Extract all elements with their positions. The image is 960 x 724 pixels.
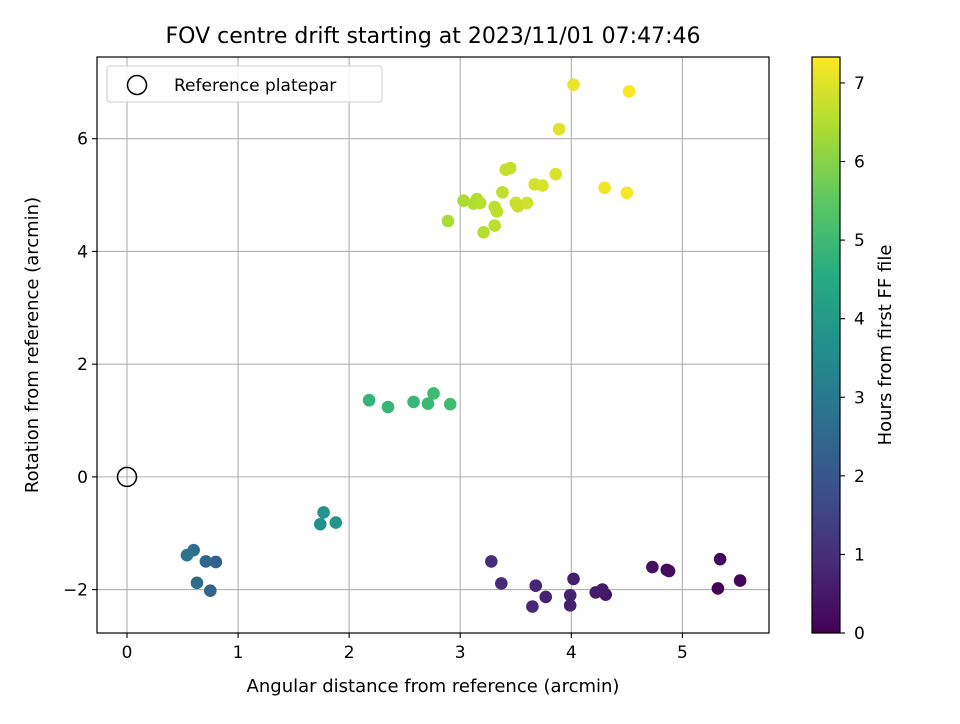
colorbar-tick-label: 4 <box>854 310 865 330</box>
data-point <box>490 205 504 218</box>
x-tick-label: 3 <box>455 643 466 663</box>
data-point <box>421 397 435 410</box>
data-points <box>116 78 747 613</box>
y-tick-label: 2 <box>77 355 88 375</box>
data-point <box>180 548 194 562</box>
data-point <box>381 400 395 414</box>
data-point <box>427 387 440 400</box>
data-point <box>520 196 534 210</box>
data-point <box>539 590 553 604</box>
data-point <box>589 586 603 599</box>
colorbar-tick-label: 5 <box>854 231 865 251</box>
colorbar-tick-label: 7 <box>854 74 865 94</box>
plot-axes: 0 1 2 3 4 5 −2 0 2 4 6 <box>63 56 770 663</box>
colorbar-label: Hours from first FF file <box>875 245 896 446</box>
colorbar-tick-label: 2 <box>854 467 865 487</box>
legend-box <box>106 65 383 103</box>
legend: Reference platepar <box>106 65 383 103</box>
colorbar-tick-label: 1 <box>854 545 865 565</box>
colorbar-gradient <box>811 56 841 634</box>
colorbar-tick-label: 6 <box>854 153 865 173</box>
colorbar: 0 1 2 3 4 5 6 7 <box>811 56 865 644</box>
reference-platepar-marker <box>116 466 138 488</box>
data-point <box>407 395 420 409</box>
data-point <box>488 219 501 232</box>
x-tick-label: 5 <box>677 643 688 663</box>
data-point <box>620 186 634 200</box>
data-point <box>329 516 343 529</box>
data-point <box>317 506 330 519</box>
chart-title: FOV centre drift starting at 2023/11/01 … <box>166 24 701 49</box>
data-point <box>526 600 539 613</box>
y-tick-label: 0 <box>77 468 88 488</box>
data-point <box>457 194 470 208</box>
data-point <box>711 582 725 595</box>
data-point <box>209 555 223 569</box>
data-point <box>496 185 509 199</box>
data-point <box>549 167 563 181</box>
legend-label: Reference platepar <box>174 76 336 96</box>
x-tick-label: 0 <box>122 643 133 663</box>
y-tick-label: 6 <box>77 130 88 150</box>
data-point <box>190 576 204 590</box>
data-point <box>567 572 580 586</box>
data-point <box>477 225 490 239</box>
data-point <box>536 179 549 192</box>
data-point <box>203 584 217 598</box>
data-point <box>622 85 636 98</box>
colorbar-tick-label: 0 <box>854 624 865 644</box>
data-point <box>199 555 213 568</box>
x-tick-label: 1 <box>233 643 244 663</box>
data-point <box>563 599 577 612</box>
data-point <box>713 552 727 566</box>
x-tick-label: 4 <box>566 643 577 663</box>
plot-frame <box>96 56 770 634</box>
data-point <box>662 564 676 578</box>
data-point <box>646 560 659 574</box>
y-tick-label: 4 <box>77 242 88 262</box>
y-axis-label: Rotation from reference (arcmin) <box>22 197 43 493</box>
data-point <box>598 181 611 195</box>
colorbar-tick-label: 3 <box>854 388 865 408</box>
data-point <box>473 196 487 210</box>
data-point <box>503 161 517 175</box>
data-point <box>552 122 566 136</box>
data-point <box>733 574 747 587</box>
data-point <box>563 588 577 602</box>
y-tick-label: −2 <box>63 581 88 601</box>
data-point <box>313 517 327 531</box>
data-point <box>485 555 498 568</box>
legend-marker <box>126 74 148 96</box>
x-tick-label: 2 <box>344 643 355 663</box>
data-point <box>495 577 508 590</box>
data-point <box>529 579 543 592</box>
data-point <box>441 214 455 228</box>
data-point <box>362 393 376 407</box>
x-axis-label: Angular distance from reference (arcmin) <box>247 676 620 697</box>
data-point <box>443 397 457 411</box>
data-point <box>567 78 580 91</box>
